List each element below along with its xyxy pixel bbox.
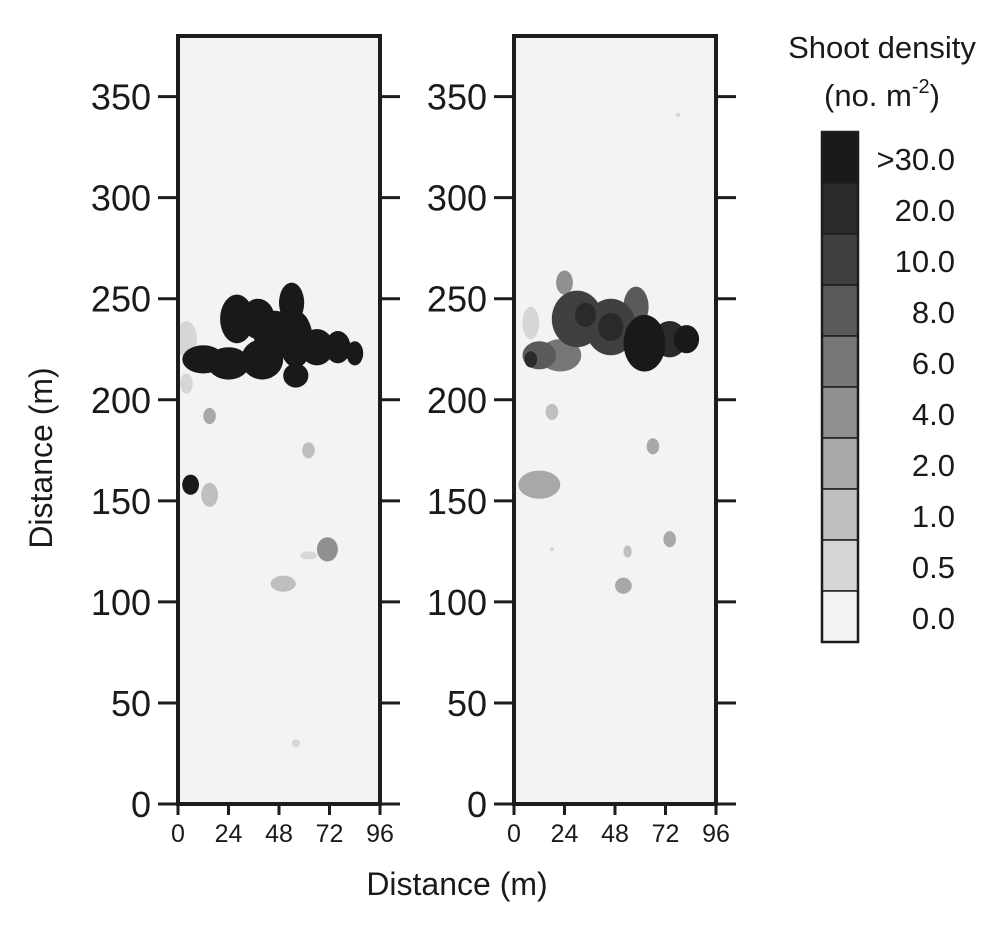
- density-patch-1-17: [201, 482, 219, 507]
- density-patch-2-7: [673, 325, 700, 354]
- legend-swatch-frame: [820, 130, 860, 644]
- panel-2-x-axis: 0 24 48 72 96: [507, 802, 730, 848]
- legend-swatch-5: [821, 335, 859, 388]
- legend-swatch-1: [821, 131, 859, 184]
- density-patch-2-8: [598, 312, 624, 342]
- panel-1-y-axis: 0 50 100 150 200 250 300 350: [91, 77, 400, 825]
- y-tick-label: 250: [427, 279, 487, 320]
- panel-1-density-patches: [178, 282, 364, 748]
- density-patch-1-22: [291, 739, 300, 748]
- density-patch-2-20: [549, 547, 555, 552]
- legend-label-8: 1.0: [912, 499, 955, 534]
- density-patch-1-18: [302, 442, 315, 459]
- panel-2-background: [514, 36, 716, 804]
- density-patch-1-19: [316, 537, 338, 562]
- legend-swatch-4: [821, 284, 859, 337]
- density-patch-2-1: [556, 270, 573, 295]
- density-patch-1-10: [207, 347, 250, 380]
- density-patch-2-9: [575, 302, 596, 327]
- legend-unit: (no. m-2): [824, 76, 940, 113]
- y-tick-label: 200: [427, 380, 487, 421]
- y-tick-label: 0: [467, 784, 487, 825]
- y-tick-label: 50: [111, 683, 151, 724]
- legend-swatch-7: [821, 437, 859, 490]
- density-patch-2-18: [623, 545, 632, 558]
- density-patch-1-15: [203, 407, 216, 425]
- y-tick-label: 150: [427, 481, 487, 522]
- density-patch-1-14: [180, 373, 193, 394]
- x-tick-label: 72: [652, 820, 680, 848]
- y-tick-label: 250: [91, 279, 151, 320]
- x-tick-label: 48: [601, 820, 629, 848]
- legend-label-1: >30.0: [877, 142, 955, 177]
- panel-2-y-axis: 0 50 100 150 200 250 300 350: [427, 77, 736, 825]
- y-tick-label: 350: [427, 77, 487, 118]
- legend-label-6: 4.0: [912, 397, 955, 432]
- density-patch-1-8: [346, 341, 364, 366]
- legend-swatch-6: [821, 386, 859, 439]
- y-tick-label: 200: [91, 380, 151, 421]
- legend-unit-exponent: -2: [912, 76, 930, 98]
- legend-label-5: 6.0: [912, 346, 955, 381]
- legend-swatch-3: [821, 233, 859, 286]
- legend-unit-close: ): [930, 78, 940, 113]
- density-patch-2-19: [615, 577, 632, 594]
- density-patch-2-21: [676, 112, 681, 117]
- x-tick-label: 24: [551, 820, 579, 848]
- legend-swatch-8: [821, 488, 859, 541]
- x-tick-label: 96: [366, 820, 394, 848]
- y-tick-label: 300: [427, 178, 487, 219]
- legend-label-9: 0.5: [912, 550, 955, 585]
- y-tick-label: 350: [91, 77, 151, 118]
- x-tick-label: 24: [215, 820, 243, 848]
- x-tick-label: 0: [171, 820, 185, 848]
- density-patch-1-20: [300, 551, 317, 560]
- density-patch-2-15: [518, 470, 561, 499]
- legend-swatches: >30.0 20.0 10.0 8.0 6.0 4.0 2.0 1.0 0.5 0.0: [820, 130, 955, 644]
- density-patch-1-7: [325, 331, 351, 364]
- y-tick-label: 0: [131, 784, 151, 825]
- density-patch-1-11: [241, 339, 284, 380]
- y-tick-label: 100: [91, 582, 151, 623]
- legend-label-2: 20.0: [895, 193, 955, 228]
- legend-label-4: 8.0: [912, 295, 955, 330]
- panel-2-density-patches: [518, 112, 700, 594]
- y-axis-title: Distance (m): [23, 367, 59, 548]
- panel-2: 0 50 100 150 200 250 300 350 0 24 48 72 96: [427, 34, 736, 848]
- panel-1: 0 50 100 150 200 250 300 350 0 24 48 72 96: [91, 34, 400, 848]
- x-tick-label: 96: [702, 820, 730, 848]
- y-tick-label: 300: [91, 178, 151, 219]
- x-tick-label: 72: [316, 820, 344, 848]
- legend-label-3: 10.0: [895, 244, 955, 279]
- density-patch-1-16: [182, 474, 200, 495]
- legend-label-7: 2.0: [912, 448, 955, 483]
- density-patch-2-17: [663, 531, 676, 548]
- y-tick-label: 150: [91, 481, 151, 522]
- legend-swatch-2: [821, 182, 859, 235]
- panel-1-x-axis: 0 24 48 72 96: [171, 802, 394, 848]
- legend-swatch-10: [821, 590, 859, 643]
- density-patch-1-21: [270, 575, 296, 592]
- density-patch-1-12: [283, 363, 309, 388]
- x-tick-label: 0: [507, 820, 521, 848]
- legend: Shoot density (no. m-2) >30.0 20.0 10.0 8.0…: [788, 30, 976, 644]
- y-tick-label: 50: [447, 683, 487, 724]
- legend-swatch-9: [821, 539, 859, 592]
- density-patch-2-13: [522, 306, 540, 340]
- density-patch-2-12: [524, 351, 538, 368]
- density-patch-2-14: [545, 403, 559, 420]
- y-tick-label: 100: [427, 582, 487, 623]
- density-patch-2-16: [646, 438, 660, 455]
- density-patch-2-5: [623, 314, 666, 372]
- legend-label-10: 0.0: [912, 601, 955, 636]
- x-axis-title: Distance (m): [366, 866, 547, 902]
- legend-title: Shoot density: [788, 30, 976, 65]
- x-tick-label: 48: [265, 820, 293, 848]
- density-patch-1-6: [300, 329, 334, 366]
